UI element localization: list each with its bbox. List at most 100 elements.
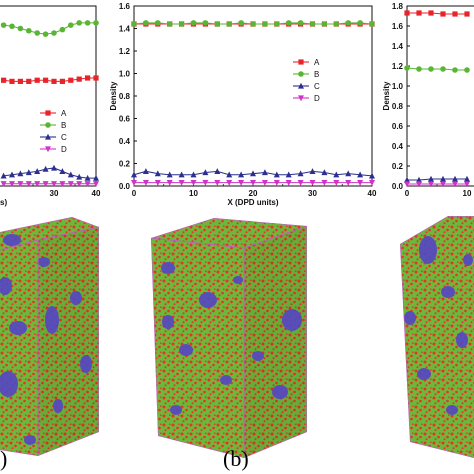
b-series-B-point	[143, 20, 149, 26]
b-series-D-point	[238, 180, 245, 186]
left-legend-D-label: D	[61, 145, 67, 154]
b-x-tick-label: 30	[308, 189, 317, 198]
b-series-B-point	[131, 21, 137, 27]
b-series-D-point	[297, 180, 304, 186]
b-series-C-point	[131, 171, 137, 178]
left-legend-D-marker	[45, 146, 51, 153]
cube-b-edge	[151, 218, 307, 458]
right-series-A-point	[452, 11, 458, 17]
cube-right-body	[400, 216, 474, 458]
left-series-A-point	[68, 77, 74, 83]
b-series-C-point	[261, 169, 268, 176]
left-legend-C-marker	[45, 133, 51, 140]
right-series-C-point	[416, 176, 422, 183]
left-legend-B-label: B	[61, 121, 66, 130]
left-series-C-point	[67, 171, 74, 178]
b-y-tick-label: 1.2	[119, 47, 131, 56]
left-series-D-point	[76, 181, 83, 187]
right-x-tick-label: 10	[463, 189, 472, 198]
left-series-C-point	[0, 172, 7, 179]
chart-panel-b: 0 10 20 30 400.00.20.40.60.81.01.21.41.6ABCD…	[109, 2, 377, 207]
left-series-C-point	[93, 174, 99, 181]
b-series-D-point	[309, 180, 316, 186]
left-series-A-point	[34, 77, 40, 83]
right-x-tick-label: 0	[405, 189, 410, 198]
left-series-C-point	[59, 168, 66, 174]
right-y-tick-label: 0.6	[392, 122, 404, 131]
left-series-A-point	[76, 76, 82, 82]
b-series-B-point	[178, 21, 185, 27]
b-series-B-point	[285, 20, 292, 26]
left-series-D-point	[51, 181, 57, 187]
b-legend-A-label: A	[314, 58, 320, 67]
b-series-D-point	[190, 180, 197, 186]
right-y-tick-label: 1.6	[392, 22, 404, 31]
cube-left-body	[0, 217, 99, 456]
b-series-C-point	[178, 171, 185, 178]
b-series-B-point	[238, 20, 244, 26]
left-series-A-point	[26, 78, 32, 84]
left-series-A-line	[3, 77, 96, 82]
left-series-B-point	[51, 30, 57, 36]
left-series-D-point	[84, 181, 91, 187]
right-series-B-point	[440, 66, 446, 72]
left-x-tick-label: 40	[92, 189, 101, 198]
left-series-C-point	[51, 164, 57, 171]
right-y-tick-label: 0.2	[392, 162, 404, 171]
b-series-C-point	[238, 171, 245, 178]
left-legend-A-label: A	[61, 109, 67, 118]
panel-label-b: (b)	[223, 446, 249, 471]
left-series-D-point	[67, 181, 74, 187]
left-series-D-point	[59, 181, 66, 187]
left-series-B-point	[68, 22, 74, 28]
b-series-C-point	[166, 171, 173, 178]
b-series-B-point	[202, 20, 209, 26]
left-series-C-point	[34, 168, 41, 174]
left-series-D-point	[0, 181, 7, 187]
b-series-B-point	[226, 21, 232, 27]
b-series-C-point	[297, 170, 304, 177]
b-series-B-point	[274, 21, 280, 27]
left-series-D-point	[17, 181, 24, 187]
left-legend-A-marker	[45, 110, 51, 116]
b-legend-C-marker	[298, 82, 304, 89]
right-series-A-point	[464, 11, 470, 17]
chart-panel-right: 0 10 0.0 0.2 0.4 0.6 0.8 1.0 1.2 1.4 1.6 1.8 Density	[382, 2, 474, 198]
b-series-D-point	[273, 180, 280, 186]
b-series-D-point	[166, 180, 173, 186]
cube-left-domains	[0, 234, 92, 445]
b-series-B-point	[369, 21, 375, 27]
b-series-C-point	[190, 171, 197, 178]
b-series-C-point	[214, 168, 221, 174]
b-series-D-point	[226, 180, 233, 186]
b-series-C-point	[273, 171, 280, 178]
left-series-A-point	[93, 75, 99, 81]
b-series-C-point	[321, 169, 328, 176]
right-series-C-point	[452, 175, 458, 182]
left-series-B-point	[42, 31, 49, 37]
left-series-A-point	[17, 78, 23, 84]
right-series-B-point	[404, 65, 410, 71]
b-series-C-point	[226, 171, 233, 178]
right-y-tick-label: 1.0	[392, 82, 404, 91]
cube-left-shade	[38, 227, 99, 456]
left-series-B-point	[9, 23, 15, 30]
left-legend-C-label: C	[61, 133, 67, 142]
b-plot-frame	[133, 5, 373, 187]
left-series-B-point	[93, 20, 99, 26]
right-series-D-point	[404, 181, 410, 188]
b-series-B-point	[297, 20, 304, 26]
right-series-B-line	[406, 67, 467, 71]
b-legend-B-label: B	[314, 70, 319, 79]
left-series-B-point	[59, 26, 66, 33]
b-x-tick-label: 20	[249, 189, 258, 198]
right-series-C-point	[428, 175, 434, 182]
b-series-D-point	[131, 180, 137, 186]
left-series-A-point	[51, 78, 57, 84]
right-y-tick-label: 0.4	[392, 142, 404, 151]
left-x-axis-label: s)	[0, 198, 7, 207]
b-x-axis-label: X (DPD units)	[227, 198, 278, 207]
left-series-C-point	[76, 173, 83, 180]
